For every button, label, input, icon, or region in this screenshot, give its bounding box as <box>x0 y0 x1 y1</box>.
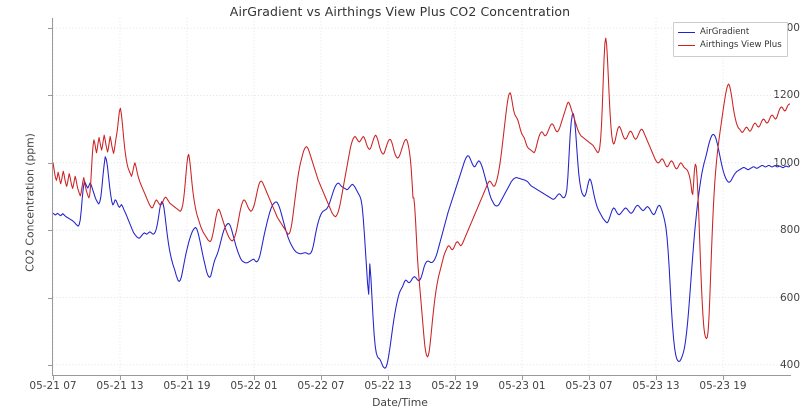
legend-color-swatch <box>678 32 695 34</box>
y-tick-mark <box>48 162 52 164</box>
y-tick-mark <box>48 95 52 97</box>
series-canvas <box>53 18 790 375</box>
x-tick-label: 05-22 01 <box>230 380 278 392</box>
x-tick-mark <box>119 376 121 380</box>
x-tick-mark <box>186 376 188 380</box>
y-tick-mark <box>48 364 52 366</box>
plot-area <box>53 18 790 375</box>
x-tick-mark <box>723 376 724 380</box>
y-tick-mark <box>48 28 52 30</box>
y-tick-mark <box>48 230 52 232</box>
legend-item[interactable]: AirGradient <box>678 26 782 39</box>
x-tick-mark <box>253 376 255 380</box>
x-tick-mark <box>320 376 322 380</box>
legend-label: Airthings View Plus <box>700 40 782 51</box>
chart-title: AirGradient vs Airthings View Plus CO2 C… <box>229 4 571 19</box>
y-axis-label: CO2 Concentration (ppm) <box>23 133 37 272</box>
x-tick-label: 05-21 19 <box>163 380 211 392</box>
x-tick-label: 05-23 19 <box>699 380 747 392</box>
x-axis-spine <box>52 375 791 376</box>
series-line <box>53 37 790 358</box>
chart-legend: AirGradient Airthings View Plus <box>673 22 788 57</box>
x-tick-mark <box>522 376 524 380</box>
x-tick-label: 05-22 07 <box>297 380 345 392</box>
x-tick-mark <box>589 376 591 380</box>
x-tick-label: 05-22 19 <box>431 380 479 392</box>
x-tick-mark <box>656 376 657 380</box>
x-tick-mark <box>53 376 54 380</box>
x-tick-label: 05-22 13 <box>364 380 412 392</box>
x-axis-label: Date/Time <box>372 396 428 409</box>
x-tick-mark <box>387 376 389 380</box>
legend-item[interactable]: Airthings View Plus <box>678 39 782 52</box>
x-tick-mark <box>455 376 457 380</box>
x-tick-label: 05-21 13 <box>96 380 144 392</box>
series-line <box>53 113 790 369</box>
x-tick-label: 05-21 07 <box>29 380 77 392</box>
legend-label: AirGradient <box>700 27 750 37</box>
y-tick-mark <box>48 297 52 299</box>
y-axis-spine <box>52 18 53 376</box>
x-tick-label: 05-23 01 <box>498 380 546 392</box>
x-tick-label: 05-23 13 <box>632 380 680 392</box>
x-tick-label: 05-23 07 <box>565 380 613 392</box>
legend-color-swatch <box>678 45 695 47</box>
